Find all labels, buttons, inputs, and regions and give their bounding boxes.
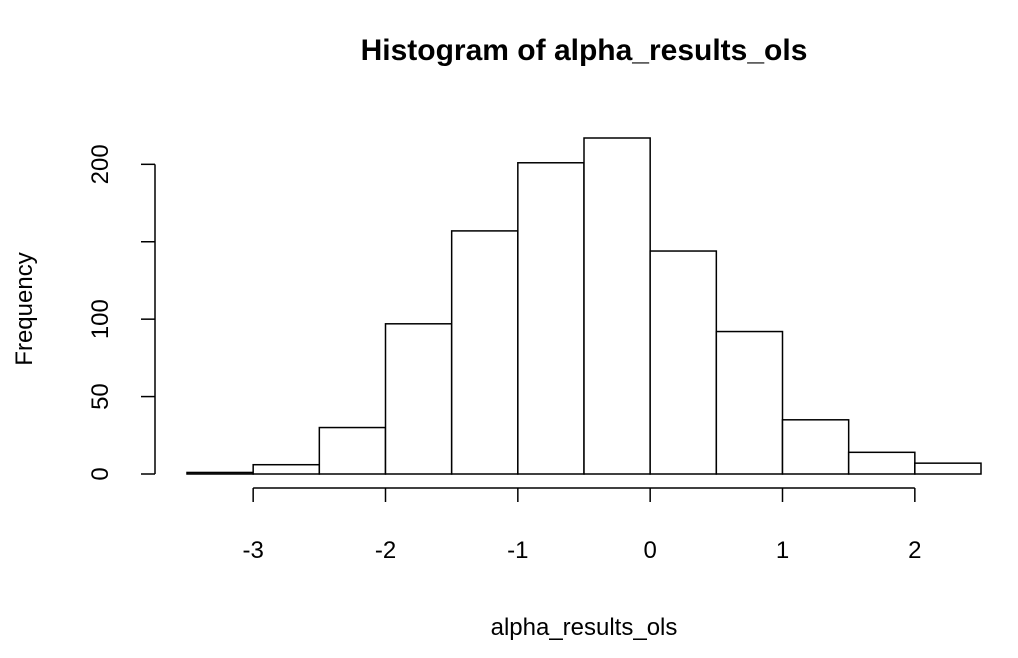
bar <box>715 330 784 475</box>
bar <box>517 162 585 475</box>
bar <box>252 463 321 475</box>
x-tick-label: -3 <box>242 537 263 564</box>
x-tick-label: -1 <box>507 537 528 564</box>
x-tick-label: 2 <box>908 537 921 564</box>
x-tick-label: 1 <box>776 537 789 564</box>
chart-title: Histogram of alpha_results_ols <box>361 34 808 67</box>
bar <box>186 471 254 475</box>
bar <box>781 419 850 475</box>
bar <box>914 462 982 475</box>
x-tick-label: -2 <box>375 537 396 564</box>
x-axis-label: alpha_results_ols <box>491 614 678 641</box>
x-tick-label: 0 <box>643 537 656 564</box>
bar <box>318 426 387 475</box>
bar <box>384 323 453 475</box>
y-tick-label: 50 <box>87 383 114 410</box>
y-axis-label: Frequency <box>11 252 38 365</box>
y-tick-label: 200 <box>87 144 114 184</box>
bar <box>847 451 916 475</box>
y-tick-label: 100 <box>87 299 114 339</box>
y-tick-label: 0 <box>87 467 114 480</box>
bar <box>450 230 519 475</box>
bar <box>583 137 651 475</box>
bar <box>649 250 718 475</box>
